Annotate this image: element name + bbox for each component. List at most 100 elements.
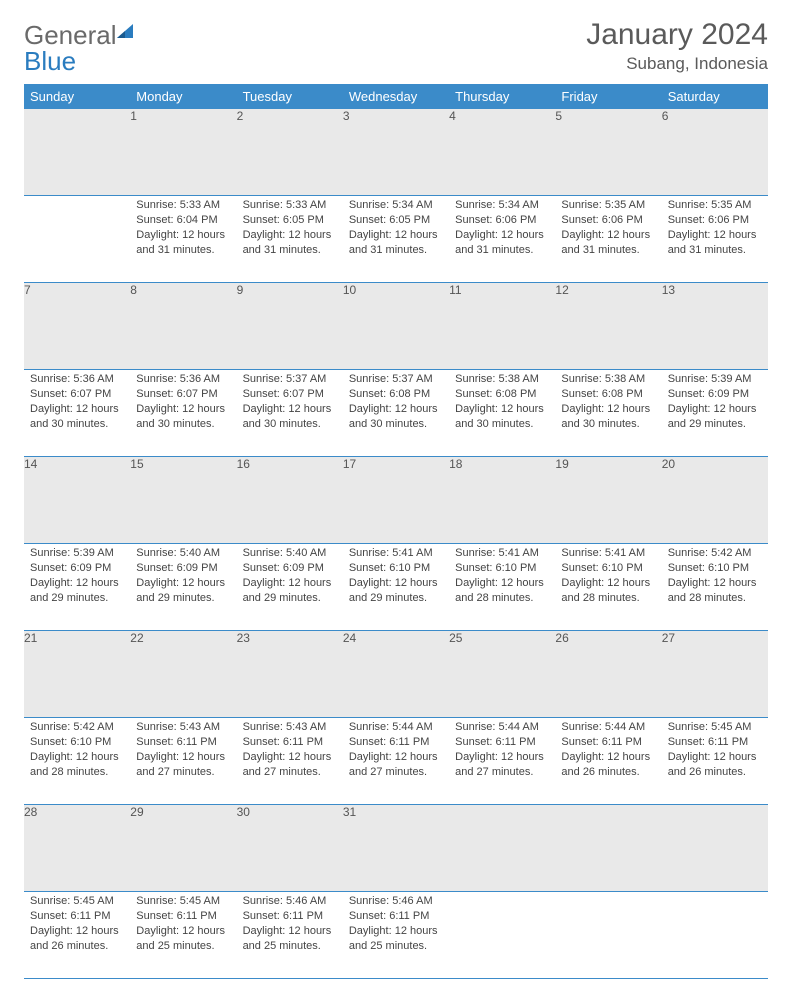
sunset-text: Sunset: 6:11 PM bbox=[349, 909, 443, 924]
weekday-header: Thursday bbox=[449, 84, 555, 109]
day-number: 21 bbox=[24, 631, 130, 718]
day-cell-content: Sunrise: 5:34 AMSunset: 6:06 PMDaylight:… bbox=[449, 196, 555, 261]
day-number bbox=[555, 805, 661, 892]
day-number: 26 bbox=[555, 631, 661, 718]
weekday-header: Wednesday bbox=[343, 84, 449, 109]
day-number: 19 bbox=[555, 457, 661, 544]
sunset-text: Sunset: 6:11 PM bbox=[30, 909, 124, 924]
day-number-row: 123456 bbox=[24, 109, 768, 196]
day-cell: Sunrise: 5:40 AMSunset: 6:09 PMDaylight:… bbox=[237, 544, 343, 631]
day-cell-content: Sunrise: 5:37 AMSunset: 6:08 PMDaylight:… bbox=[343, 370, 449, 435]
sunset-text: Sunset: 6:05 PM bbox=[349, 213, 443, 228]
day-number-row: 78910111213 bbox=[24, 283, 768, 370]
day-cell bbox=[555, 892, 661, 979]
day2-text: and 29 minutes. bbox=[30, 591, 124, 606]
day-number bbox=[449, 805, 555, 892]
day-number bbox=[24, 109, 130, 196]
day-cell: Sunrise: 5:38 AMSunset: 6:08 PMDaylight:… bbox=[449, 370, 555, 457]
day-cell-content: Sunrise: 5:37 AMSunset: 6:07 PMDaylight:… bbox=[237, 370, 343, 435]
day1-text: Daylight: 12 hours bbox=[243, 576, 337, 591]
day-cell-content: Sunrise: 5:40 AMSunset: 6:09 PMDaylight:… bbox=[237, 544, 343, 609]
sunset-text: Sunset: 6:06 PM bbox=[668, 213, 762, 228]
day-cell-content: Sunrise: 5:41 AMSunset: 6:10 PMDaylight:… bbox=[343, 544, 449, 609]
day1-text: Daylight: 12 hours bbox=[561, 228, 655, 243]
day-number: 2 bbox=[237, 109, 343, 196]
day-cell: Sunrise: 5:44 AMSunset: 6:11 PMDaylight:… bbox=[343, 718, 449, 805]
weekday-header: Sunday bbox=[24, 84, 130, 109]
day1-text: Daylight: 12 hours bbox=[349, 750, 443, 765]
day-number: 3 bbox=[343, 109, 449, 196]
day-number-row: 14151617181920 bbox=[24, 457, 768, 544]
day-number: 5 bbox=[555, 109, 661, 196]
day-number: 28 bbox=[24, 805, 130, 892]
day1-text: Daylight: 12 hours bbox=[668, 750, 762, 765]
day-number: 15 bbox=[130, 457, 236, 544]
day1-text: Daylight: 12 hours bbox=[243, 750, 337, 765]
day-number: 25 bbox=[449, 631, 555, 718]
day-cell bbox=[449, 892, 555, 979]
day-cell: Sunrise: 5:41 AMSunset: 6:10 PMDaylight:… bbox=[343, 544, 449, 631]
sunrise-text: Sunrise: 5:37 AM bbox=[243, 372, 337, 387]
day-number: 17 bbox=[343, 457, 449, 544]
week-content-row: Sunrise: 5:42 AMSunset: 6:10 PMDaylight:… bbox=[24, 718, 768, 805]
sunrise-text: Sunrise: 5:38 AM bbox=[455, 372, 549, 387]
day2-text: and 27 minutes. bbox=[349, 765, 443, 780]
day-cell-content: Sunrise: 5:36 AMSunset: 6:07 PMDaylight:… bbox=[24, 370, 130, 435]
day-number: 29 bbox=[130, 805, 236, 892]
day-cell: Sunrise: 5:44 AMSunset: 6:11 PMDaylight:… bbox=[555, 718, 661, 805]
day-cell: Sunrise: 5:43 AMSunset: 6:11 PMDaylight:… bbox=[130, 718, 236, 805]
day-number: 23 bbox=[237, 631, 343, 718]
day-cell-content: Sunrise: 5:43 AMSunset: 6:11 PMDaylight:… bbox=[130, 718, 236, 783]
sunset-text: Sunset: 6:08 PM bbox=[561, 387, 655, 402]
day1-text: Daylight: 12 hours bbox=[349, 576, 443, 591]
weekday-header: Tuesday bbox=[237, 84, 343, 109]
day1-text: Daylight: 12 hours bbox=[30, 576, 124, 591]
day2-text: and 30 minutes. bbox=[136, 417, 230, 432]
day-number: 10 bbox=[343, 283, 449, 370]
day-cell: Sunrise: 5:33 AMSunset: 6:05 PMDaylight:… bbox=[237, 196, 343, 283]
day2-text: and 27 minutes. bbox=[243, 765, 337, 780]
day-cell: Sunrise: 5:45 AMSunset: 6:11 PMDaylight:… bbox=[24, 892, 130, 979]
day-cell bbox=[24, 196, 130, 283]
sunset-text: Sunset: 6:06 PM bbox=[455, 213, 549, 228]
week-content-row: Sunrise: 5:33 AMSunset: 6:04 PMDaylight:… bbox=[24, 196, 768, 283]
sunset-text: Sunset: 6:10 PM bbox=[668, 561, 762, 576]
sunrise-text: Sunrise: 5:35 AM bbox=[668, 198, 762, 213]
day2-text: and 30 minutes. bbox=[243, 417, 337, 432]
day1-text: Daylight: 12 hours bbox=[455, 402, 549, 417]
day-cell-content: Sunrise: 5:39 AMSunset: 6:09 PMDaylight:… bbox=[24, 544, 130, 609]
month-title: January 2024 bbox=[586, 18, 768, 52]
day-cell: Sunrise: 5:36 AMSunset: 6:07 PMDaylight:… bbox=[24, 370, 130, 457]
sunrise-text: Sunrise: 5:41 AM bbox=[455, 546, 549, 561]
day-cell: Sunrise: 5:41 AMSunset: 6:10 PMDaylight:… bbox=[555, 544, 661, 631]
sunrise-text: Sunrise: 5:35 AM bbox=[561, 198, 655, 213]
day-cell: Sunrise: 5:34 AMSunset: 6:06 PMDaylight:… bbox=[449, 196, 555, 283]
sunrise-text: Sunrise: 5:45 AM bbox=[30, 894, 124, 909]
day-cell-content: Sunrise: 5:44 AMSunset: 6:11 PMDaylight:… bbox=[449, 718, 555, 783]
day-cell-content: Sunrise: 5:39 AMSunset: 6:09 PMDaylight:… bbox=[662, 370, 768, 435]
day-cell: Sunrise: 5:45 AMSunset: 6:11 PMDaylight:… bbox=[662, 718, 768, 805]
day1-text: Daylight: 12 hours bbox=[561, 576, 655, 591]
day-number: 18 bbox=[449, 457, 555, 544]
logo-text: General Blue bbox=[24, 22, 139, 74]
day-cell-content: Sunrise: 5:33 AMSunset: 6:05 PMDaylight:… bbox=[237, 196, 343, 261]
day-number: 6 bbox=[662, 109, 768, 196]
day-cell-content: Sunrise: 5:44 AMSunset: 6:11 PMDaylight:… bbox=[343, 718, 449, 783]
day-cell-content: Sunrise: 5:35 AMSunset: 6:06 PMDaylight:… bbox=[662, 196, 768, 261]
sunset-text: Sunset: 6:11 PM bbox=[455, 735, 549, 750]
day1-text: Daylight: 12 hours bbox=[349, 228, 443, 243]
day2-text: and 26 minutes. bbox=[561, 765, 655, 780]
day2-text: and 28 minutes. bbox=[668, 591, 762, 606]
sunset-text: Sunset: 6:11 PM bbox=[243, 909, 337, 924]
sunset-text: Sunset: 6:11 PM bbox=[349, 735, 443, 750]
day2-text: and 27 minutes. bbox=[455, 765, 549, 780]
sunrise-text: Sunrise: 5:43 AM bbox=[136, 720, 230, 735]
day-cell-content: Sunrise: 5:41 AMSunset: 6:10 PMDaylight:… bbox=[555, 544, 661, 609]
sunrise-text: Sunrise: 5:46 AM bbox=[349, 894, 443, 909]
sunset-text: Sunset: 6:11 PM bbox=[136, 735, 230, 750]
day-cell: Sunrise: 5:33 AMSunset: 6:04 PMDaylight:… bbox=[130, 196, 236, 283]
day-cell: Sunrise: 5:39 AMSunset: 6:09 PMDaylight:… bbox=[24, 544, 130, 631]
sunset-text: Sunset: 6:11 PM bbox=[136, 909, 230, 924]
day-number: 31 bbox=[343, 805, 449, 892]
day-cell-content: Sunrise: 5:46 AMSunset: 6:11 PMDaylight:… bbox=[343, 892, 449, 957]
